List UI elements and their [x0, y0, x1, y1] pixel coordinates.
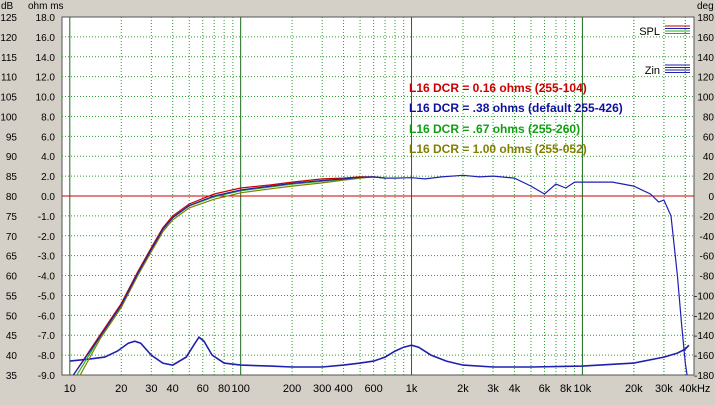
y-tick-label-deg: -20: [700, 212, 715, 223]
annotation-4: L16 DCR = 1.00 ohms (255-052): [409, 142, 587, 156]
y-tick-label-db: 35: [6, 371, 18, 382]
y-tick-label-db: 65: [6, 252, 18, 263]
x-tick-label: 40kHz: [679, 383, 710, 395]
y-tick-label-deg: -60: [700, 252, 715, 263]
y-tick-label-db: 120: [0, 33, 17, 44]
y-tick-label-deg: -180: [694, 371, 714, 382]
left-axis-label-db: dB: [1, 1, 14, 12]
y-tick-label-db: 115: [1, 53, 17, 64]
right-axis-label-deg: deg: [697, 1, 714, 12]
x-tick-label: 200: [283, 383, 301, 395]
x-tick-label: 60: [197, 383, 209, 395]
y-tick-label-deg: -80: [700, 272, 715, 283]
y-tick-label-ohm-ms: 6.0: [41, 132, 55, 143]
y-tick-label-db: 100: [0, 112, 17, 123]
annotation-3: L16 DCR = .67 ohms (255-260): [409, 122, 580, 136]
x-tick-label: 30: [145, 383, 157, 395]
x-tick-label: 2k: [457, 383, 469, 395]
y-tick-label-deg: -160: [694, 351, 714, 362]
left-axis-label-ohm-ms: ohm ms: [28, 1, 64, 12]
x-tick-label: 40: [167, 383, 179, 395]
spl-series-line-3: [79, 176, 386, 376]
y-tick-label-deg: 120: [697, 73, 714, 84]
x-tick-label: 4k: [509, 383, 521, 395]
y-tick-label-deg: 100: [697, 93, 714, 104]
y-tick-label-db: 50: [6, 311, 18, 322]
y-tick-label-ohm-ms: -8.0: [38, 351, 56, 362]
x-tick-label: 3k: [487, 383, 499, 395]
y-tick-label-deg: -40: [700, 232, 715, 243]
y-tick-label-db: 55: [6, 291, 18, 302]
x-tick-label: 80: [218, 383, 230, 395]
spl-series-line-1: [72, 176, 386, 376]
x-tick-label: 300: [313, 383, 331, 395]
annotation-2: L16 DCR = .38 ohms (default 255-426): [409, 101, 623, 115]
y-tick-label-deg: 0: [708, 192, 714, 203]
y-tick-label-ohm-ms: 14.0: [36, 53, 56, 64]
x-tick-label: 20: [115, 383, 127, 395]
x-tick-label: 6k: [539, 383, 551, 395]
y-tick-label-db: 95: [6, 132, 18, 143]
y-tick-label-db: 80: [6, 192, 18, 203]
y-tick-label-ohm-ms: -2.0: [38, 232, 56, 243]
y-tick-label-db: 70: [6, 232, 18, 243]
y-tick-label-deg: -140: [694, 331, 714, 342]
y-tick-label-ohm-ms: -6.0: [38, 311, 56, 322]
y-tick-label-ohm-ms: 18.0: [36, 13, 56, 24]
zin-series-line-1: [69, 336, 690, 368]
y-tick-label-db: 105: [0, 93, 17, 104]
y-tick-label-deg: -120: [694, 311, 714, 322]
y-tick-label-deg: 60: [703, 132, 715, 143]
x-tick-label: 100: [231, 383, 249, 395]
x-tick-label: 8k: [560, 383, 572, 395]
x-tick-label: 10k: [574, 383, 592, 395]
y-tick-label-ohm-ms: -9.0: [38, 371, 56, 382]
spl-series-line-4: [72, 174, 688, 376]
x-tick-label: 600: [364, 383, 382, 395]
x-tick-label: 400: [334, 383, 352, 395]
y-tick-label-ohm-ms: -1.0: [38, 212, 56, 223]
annotation-1: L16 DCR = 0.16 ohms (255-104): [409, 81, 587, 95]
y-tick-label-ohm-ms: 16.0: [36, 33, 56, 44]
y-tick-label-db: 90: [6, 152, 18, 163]
y-tick-label-deg: 180: [697, 13, 714, 24]
y-tick-label-deg: 80: [703, 112, 715, 123]
y-tick-label-db: 40: [6, 351, 18, 362]
y-tick-label-ohm-ms: -4.0: [38, 272, 56, 283]
y-tick-label-db: 45: [6, 331, 18, 342]
y-tick-label-ohm-ms: 4.0: [41, 152, 55, 163]
x-tick-label: 1k: [406, 383, 418, 395]
y-tick-label-deg: 20: [703, 172, 715, 183]
y-tick-label-db: 125: [0, 13, 17, 24]
y-tick-label-ohm-ms: 8.0: [41, 112, 55, 123]
x-tick-label: 20k: [625, 383, 643, 395]
y-tick-label-ohm-ms: -5.0: [38, 291, 56, 302]
y-tick-label-db: 75: [6, 212, 18, 223]
y-tick-label-ohm-ms: 12.0: [36, 73, 56, 84]
y-tick-label-deg: 140: [697, 53, 714, 64]
y-tick-label-ohm-ms: -3.0: [38, 252, 56, 263]
y-tick-label-ohm-ms: 0.0: [41, 192, 55, 203]
y-tick-label-deg: 160: [697, 33, 714, 44]
y-tick-label-ohm-ms: 2.0: [41, 172, 55, 183]
y-tick-label-db: 110: [1, 73, 17, 84]
legend-label-spl: SPL: [639, 26, 660, 38]
y-tick-label-db: 60: [6, 272, 18, 283]
legend-label-zin: Zin: [645, 65, 660, 77]
x-tick-label: 10: [64, 383, 76, 395]
y-tick-label-ohm-ms: -7.0: [38, 331, 56, 342]
y-tick-label-db: 85: [6, 172, 18, 183]
y-tick-label-deg: 40: [703, 152, 715, 163]
y-tick-label-ohm-ms: 10.0: [36, 93, 56, 104]
y-tick-label-deg: -100: [694, 291, 714, 302]
x-tick-label: 30k: [655, 383, 673, 395]
